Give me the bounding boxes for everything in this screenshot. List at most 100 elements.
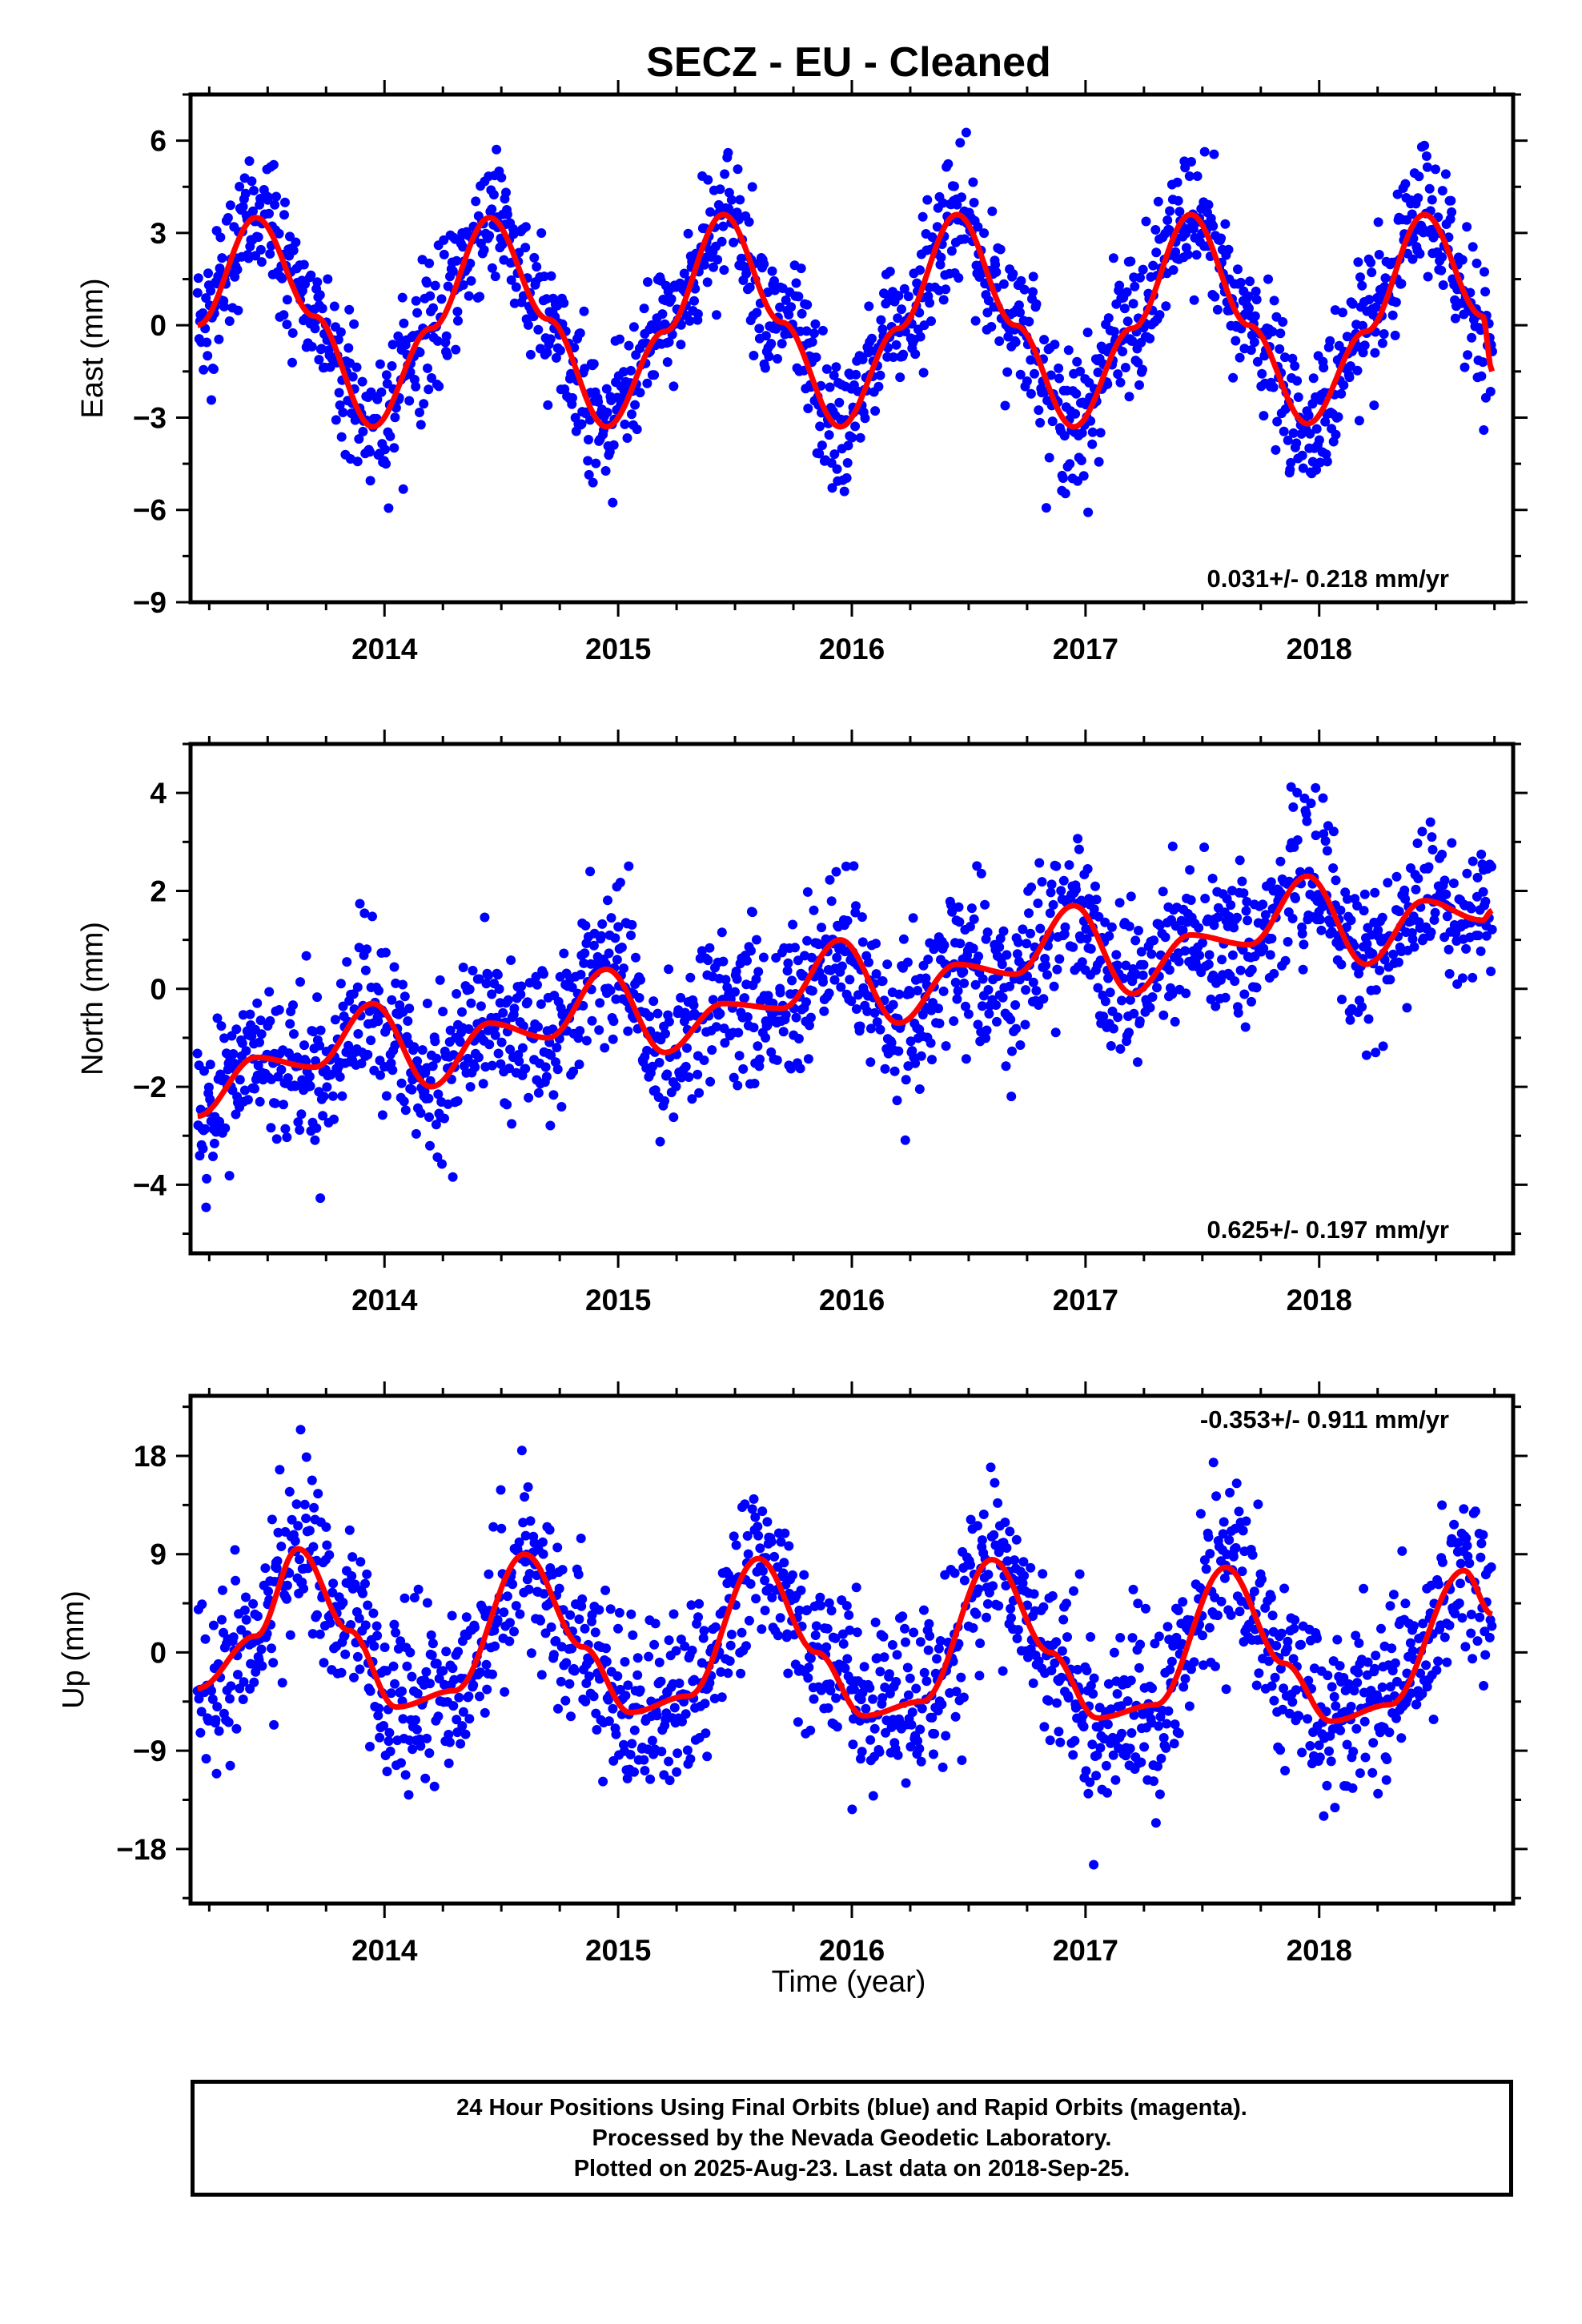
data-point	[1351, 1723, 1362, 1734]
data-point	[365, 447, 375, 457]
data-point	[1428, 232, 1439, 243]
data-point	[1315, 915, 1325, 925]
data-point	[252, 1611, 263, 1622]
data-point	[287, 328, 298, 338]
data-point	[324, 1550, 335, 1560]
data-point	[852, 1627, 862, 1638]
data-point	[1161, 1743, 1171, 1753]
data-point	[1018, 1557, 1029, 1567]
data-point	[627, 409, 636, 420]
data-point	[412, 1688, 423, 1699]
data-point	[1425, 817, 1435, 827]
data-point	[1024, 908, 1034, 919]
data-point	[915, 265, 925, 275]
data-point	[655, 1136, 665, 1147]
data-point	[560, 1695, 571, 1706]
data-point	[941, 284, 951, 295]
data-point	[824, 988, 834, 999]
data-point	[664, 1016, 674, 1027]
data-point	[1486, 967, 1496, 976]
data-point	[525, 1516, 536, 1526]
data-point	[699, 1626, 709, 1636]
data-point	[540, 1628, 551, 1638]
data-point	[762, 287, 773, 297]
data-point	[529, 252, 540, 263]
data-point	[344, 1525, 355, 1535]
data-point	[1060, 489, 1070, 499]
data-point	[1167, 989, 1178, 999]
data-point	[1341, 923, 1351, 932]
data-point	[870, 406, 881, 416]
data-point	[619, 963, 628, 974]
data-point	[913, 1735, 923, 1746]
data-point	[938, 1762, 948, 1772]
data-point	[1122, 1696, 1133, 1707]
data-point	[737, 1627, 747, 1638]
data-point	[1450, 1608, 1460, 1618]
data-point	[1472, 258, 1482, 268]
data-point	[290, 1536, 300, 1546]
data-point	[842, 458, 853, 468]
data-point	[1437, 252, 1447, 263]
data-point	[273, 1527, 283, 1538]
data-point	[283, 1073, 293, 1084]
data-point	[620, 1657, 630, 1667]
data-point	[313, 1489, 323, 1499]
data-point	[197, 1599, 207, 1610]
data-point	[1478, 887, 1488, 897]
data-point	[841, 861, 851, 871]
data-point	[707, 1045, 717, 1055]
data-point	[970, 316, 981, 326]
data-point	[1108, 1750, 1118, 1760]
data-point	[307, 1475, 317, 1486]
data-point	[545, 334, 556, 344]
data-point	[939, 940, 950, 951]
data-point	[271, 191, 281, 202]
data-point	[1225, 1487, 1235, 1498]
data-point	[363, 1600, 373, 1610]
data-point	[1229, 923, 1239, 933]
data-point	[215, 232, 226, 243]
data-point	[1133, 357, 1143, 368]
data-point	[699, 259, 709, 270]
data-point	[1357, 1002, 1367, 1012]
data-point	[910, 1058, 921, 1068]
chart-title: SECZ - EU - Cleaned	[646, 39, 1051, 86]
data-point	[932, 222, 942, 232]
data-point	[492, 144, 502, 155]
data-point	[574, 1614, 584, 1624]
data-point	[699, 1055, 709, 1065]
data-point	[488, 190, 499, 200]
data-point	[608, 440, 619, 450]
data-point	[1002, 367, 1013, 377]
data-point	[887, 1640, 897, 1650]
data-point	[1289, 1623, 1299, 1634]
data-point	[1114, 280, 1125, 291]
data-point	[842, 1654, 853, 1664]
data-point	[1059, 929, 1070, 939]
data-point	[1022, 971, 1032, 981]
data-point	[817, 325, 828, 336]
data-point	[1467, 332, 1477, 343]
data-point	[791, 278, 801, 288]
data-point	[423, 363, 432, 373]
data-point	[697, 946, 707, 956]
data-point	[875, 1667, 885, 1677]
data-point	[1102, 379, 1113, 389]
y-tick-label: −4	[133, 1168, 167, 1201]
data-point	[626, 931, 636, 940]
data-point	[626, 365, 636, 376]
data-point	[199, 364, 209, 375]
data-point	[249, 186, 259, 195]
data-point	[1316, 925, 1327, 935]
x-tick-label: 2017	[1053, 1934, 1118, 1967]
data-point	[1100, 996, 1110, 1007]
data-point	[1286, 782, 1296, 792]
data-point	[1319, 363, 1329, 373]
data-point	[202, 337, 212, 348]
data-point	[1345, 361, 1355, 372]
data-point	[416, 1108, 426, 1118]
data-point	[775, 987, 785, 998]
data-point	[1359, 1583, 1369, 1594]
